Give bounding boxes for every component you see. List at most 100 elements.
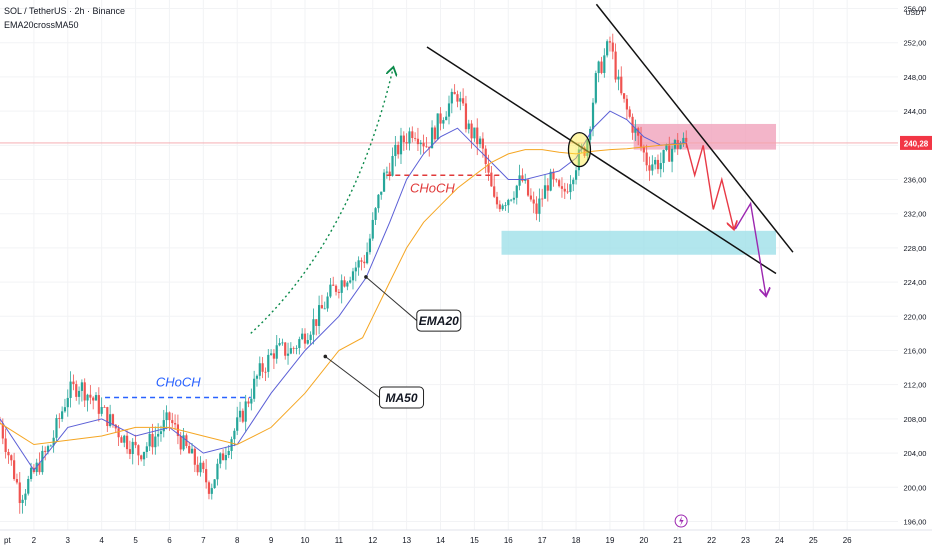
candle-body [419, 142, 422, 145]
candle-body [157, 433, 160, 437]
candle-body [97, 395, 100, 414]
candle-body [572, 179, 575, 185]
candle-body [188, 446, 191, 454]
candle-body [83, 382, 86, 401]
candle-body [453, 91, 456, 95]
demand-zone [501, 230, 777, 255]
candle-body [546, 185, 549, 191]
candle-body [253, 378, 256, 399]
candle-body [233, 430, 236, 440]
candle-body [366, 252, 369, 264]
series-ma50 [0, 143, 687, 446]
y-tick-label: 228,00 [904, 244, 927, 253]
candle-body [137, 445, 140, 456]
candle-body [216, 463, 219, 480]
candle-body [1, 423, 4, 439]
candle-body [334, 285, 338, 292]
candle-body [535, 203, 538, 214]
series-ema20 [0, 110, 687, 472]
candle-body [340, 280, 343, 293]
ema20-callout-box [416, 309, 462, 332]
candle-body [49, 445, 52, 447]
candle-body [493, 186, 496, 197]
candle-body [408, 131, 411, 144]
candle-body [549, 171, 552, 191]
candle-body [442, 120, 445, 124]
candle-body [357, 260, 360, 268]
candle-body [46, 446, 50, 452]
candle-body [569, 184, 572, 193]
candle-body [258, 363, 261, 376]
candle-body [103, 407, 106, 408]
indicator-label: EMA20crossMA50 [4, 20, 79, 30]
candle-body [165, 412, 168, 421]
candle-body [603, 55, 606, 73]
candle-body [337, 291, 340, 293]
candle-body [462, 98, 465, 104]
candle-body [173, 423, 177, 425]
candle-body [532, 199, 535, 204]
x-tick-label: 17 [538, 536, 547, 545]
candle-body [611, 42, 614, 52]
candle-body [529, 195, 532, 200]
candle-body [312, 319, 315, 335]
candle-body [284, 342, 287, 356]
candle-body [394, 144, 397, 157]
candle-body [670, 148, 674, 162]
candle-body [111, 414, 115, 425]
candle-body [238, 410, 242, 418]
candle-body [586, 139, 589, 156]
candle-body [414, 138, 417, 139]
candle-body [490, 172, 493, 187]
candle-body [594, 73, 597, 103]
candle-body [13, 460, 16, 480]
candle-body [459, 98, 462, 102]
candle-body [541, 198, 544, 200]
x-tick-label: 15 [470, 536, 479, 545]
candle-body [436, 113, 439, 140]
candle-body [38, 462, 41, 473]
candle-body [405, 142, 408, 144]
candle-body [512, 197, 516, 200]
candle-body [179, 436, 182, 450]
candle-body [86, 394, 89, 401]
candle-body [382, 172, 386, 192]
candle-body [244, 401, 247, 422]
x-tick-label: 18 [572, 536, 581, 545]
candle-body [134, 441, 137, 446]
candle-body [261, 363, 264, 372]
candle-body [583, 147, 586, 156]
projection-path [685, 142, 733, 228]
impulse-arrow [250, 68, 393, 334]
candle-body [481, 138, 484, 149]
candle-body [656, 159, 660, 170]
candle-body [29, 467, 33, 479]
choch-lower-label: CHoCH [156, 374, 201, 389]
lightning-bolt [679, 516, 684, 526]
candle-body [159, 431, 163, 434]
candle-body [566, 191, 569, 193]
candle-body [591, 102, 595, 129]
candle-body [445, 116, 448, 121]
candle-body [470, 123, 473, 139]
candle-body [625, 98, 629, 110]
candle-body [18, 482, 21, 504]
candle-body [377, 194, 380, 209]
candle-body [430, 127, 434, 149]
candle-body [433, 127, 436, 140]
candle-body [77, 390, 81, 397]
candle-body [614, 51, 617, 80]
candle-body [298, 339, 301, 348]
x-tick-label: 22 [707, 536, 716, 545]
candle-body [281, 342, 284, 344]
candle-body [303, 333, 307, 344]
x-tick-label: 4 [99, 536, 104, 545]
candle-body [21, 499, 24, 504]
y-tick-label: 204,00 [904, 449, 927, 458]
candle-body [24, 493, 27, 500]
x-tick-label: 21 [673, 536, 682, 545]
candle-body [518, 175, 521, 186]
candle-body [411, 131, 414, 139]
candle-body [306, 340, 309, 344]
